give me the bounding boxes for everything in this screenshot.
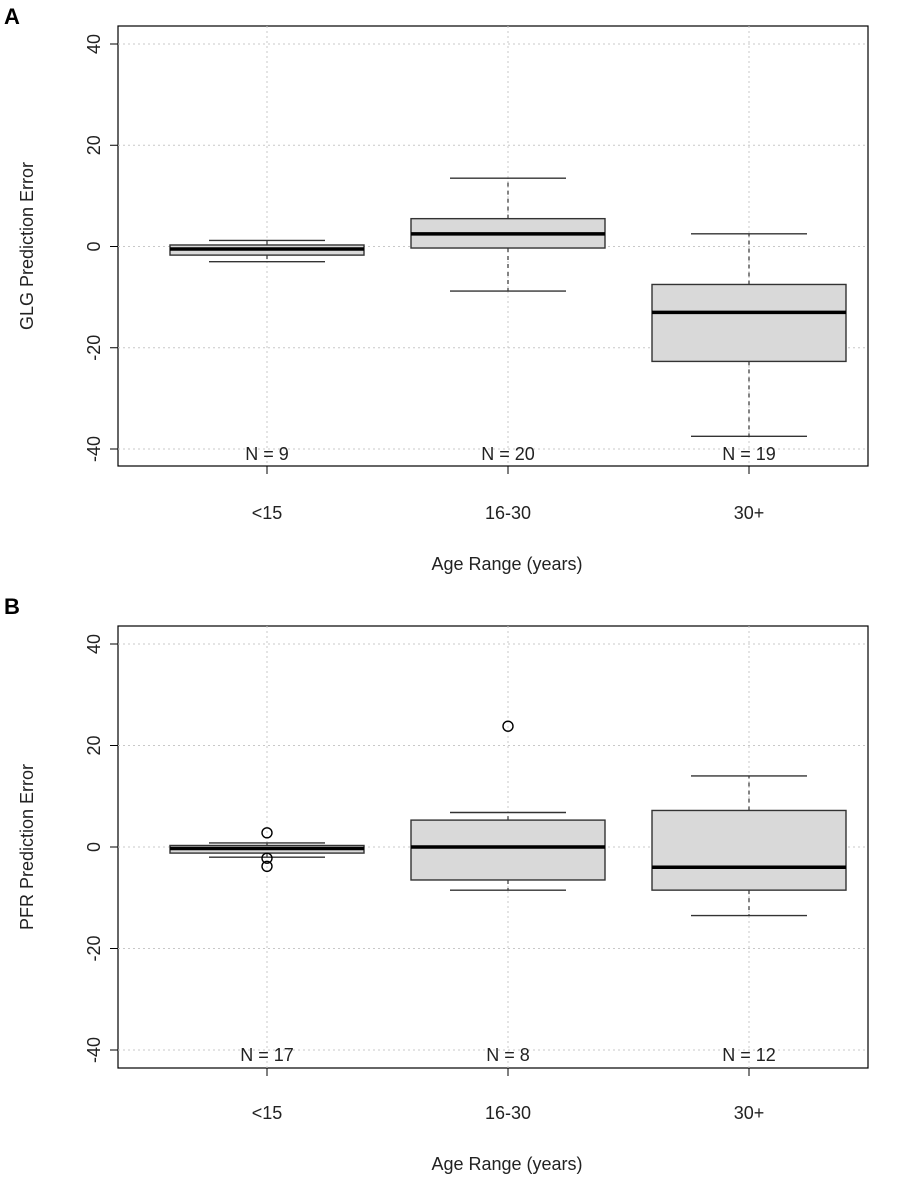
y-tick-label: -40 bbox=[84, 436, 104, 462]
panel-b-letter: B bbox=[4, 594, 20, 619]
x-category-label: 30+ bbox=[734, 1103, 765, 1123]
panel-b: B 40 20 0 -20 -40 N = 17 N = 8 N = 12 <15 16-30… bbox=[4, 594, 869, 1174]
panel-a: A 40 20 0 -20 -40 N = 9 N = 20 N = 19 <15 16-30… bbox=[4, 4, 869, 574]
outlier-point bbox=[261, 827, 273, 839]
y-tick-label: -20 bbox=[84, 935, 104, 961]
y-tick-label: -40 bbox=[84, 1037, 104, 1063]
y-tick-label: 20 bbox=[84, 735, 104, 755]
panel-b-x-axis-title: Age Range (years) bbox=[431, 1154, 582, 1174]
x-category-label: <15 bbox=[252, 503, 283, 523]
panel-b-x-axis: <15 16-30 30+ bbox=[252, 1068, 765, 1123]
n-label: N = 12 bbox=[722, 1045, 776, 1065]
box-2 bbox=[651, 775, 847, 917]
box-iqr bbox=[651, 809, 847, 891]
x-category-label: 16-30 bbox=[485, 1103, 531, 1123]
box-1 bbox=[410, 720, 606, 891]
y-tick-label: 40 bbox=[84, 34, 104, 54]
y-tick-label: 0 bbox=[84, 842, 104, 852]
panel-a-letter: A bbox=[4, 4, 20, 29]
n-label: N = 20 bbox=[481, 444, 535, 464]
n-label: N = 19 bbox=[722, 444, 776, 464]
panel-a-x-axis: <15 16-30 30+ bbox=[252, 466, 765, 523]
x-category-label: <15 bbox=[252, 1103, 283, 1123]
y-tick-label: -20 bbox=[84, 335, 104, 361]
box-0 bbox=[169, 827, 365, 872]
panel-a-y-axis: 40 20 0 -20 -40 bbox=[84, 34, 118, 462]
y-tick-label: 40 bbox=[84, 634, 104, 654]
n-label: N = 8 bbox=[486, 1045, 530, 1065]
outlier-point bbox=[261, 860, 273, 872]
x-category-label: 30+ bbox=[734, 503, 765, 523]
box-iqr bbox=[651, 283, 847, 363]
outlier-point bbox=[261, 852, 273, 864]
panel-a-y-axis-title: GLG Prediction Error bbox=[17, 162, 37, 330]
panel-b-y-axis-title: PFR Prediction Error bbox=[17, 764, 37, 930]
y-tick-label: 0 bbox=[84, 241, 104, 251]
box-2 bbox=[651, 233, 847, 438]
n-label: N = 17 bbox=[240, 1045, 294, 1065]
panel-a-x-axis-title: Age Range (years) bbox=[431, 554, 582, 574]
panel-a-boxes: N = 9 N = 20 N = 19 bbox=[169, 177, 847, 464]
box-1 bbox=[410, 177, 606, 292]
outlier-point bbox=[502, 720, 514, 732]
x-category-label: 16-30 bbox=[485, 503, 531, 523]
box-0 bbox=[169, 239, 365, 263]
panel-b-boxes: N = 17 N = 8 N = 12 bbox=[169, 720, 847, 1065]
y-tick-label: 20 bbox=[84, 135, 104, 155]
panel-b-y-axis: 40 20 0 -20 -40 bbox=[84, 634, 118, 1063]
n-label: N = 9 bbox=[245, 444, 289, 464]
box-iqr bbox=[410, 819, 606, 881]
